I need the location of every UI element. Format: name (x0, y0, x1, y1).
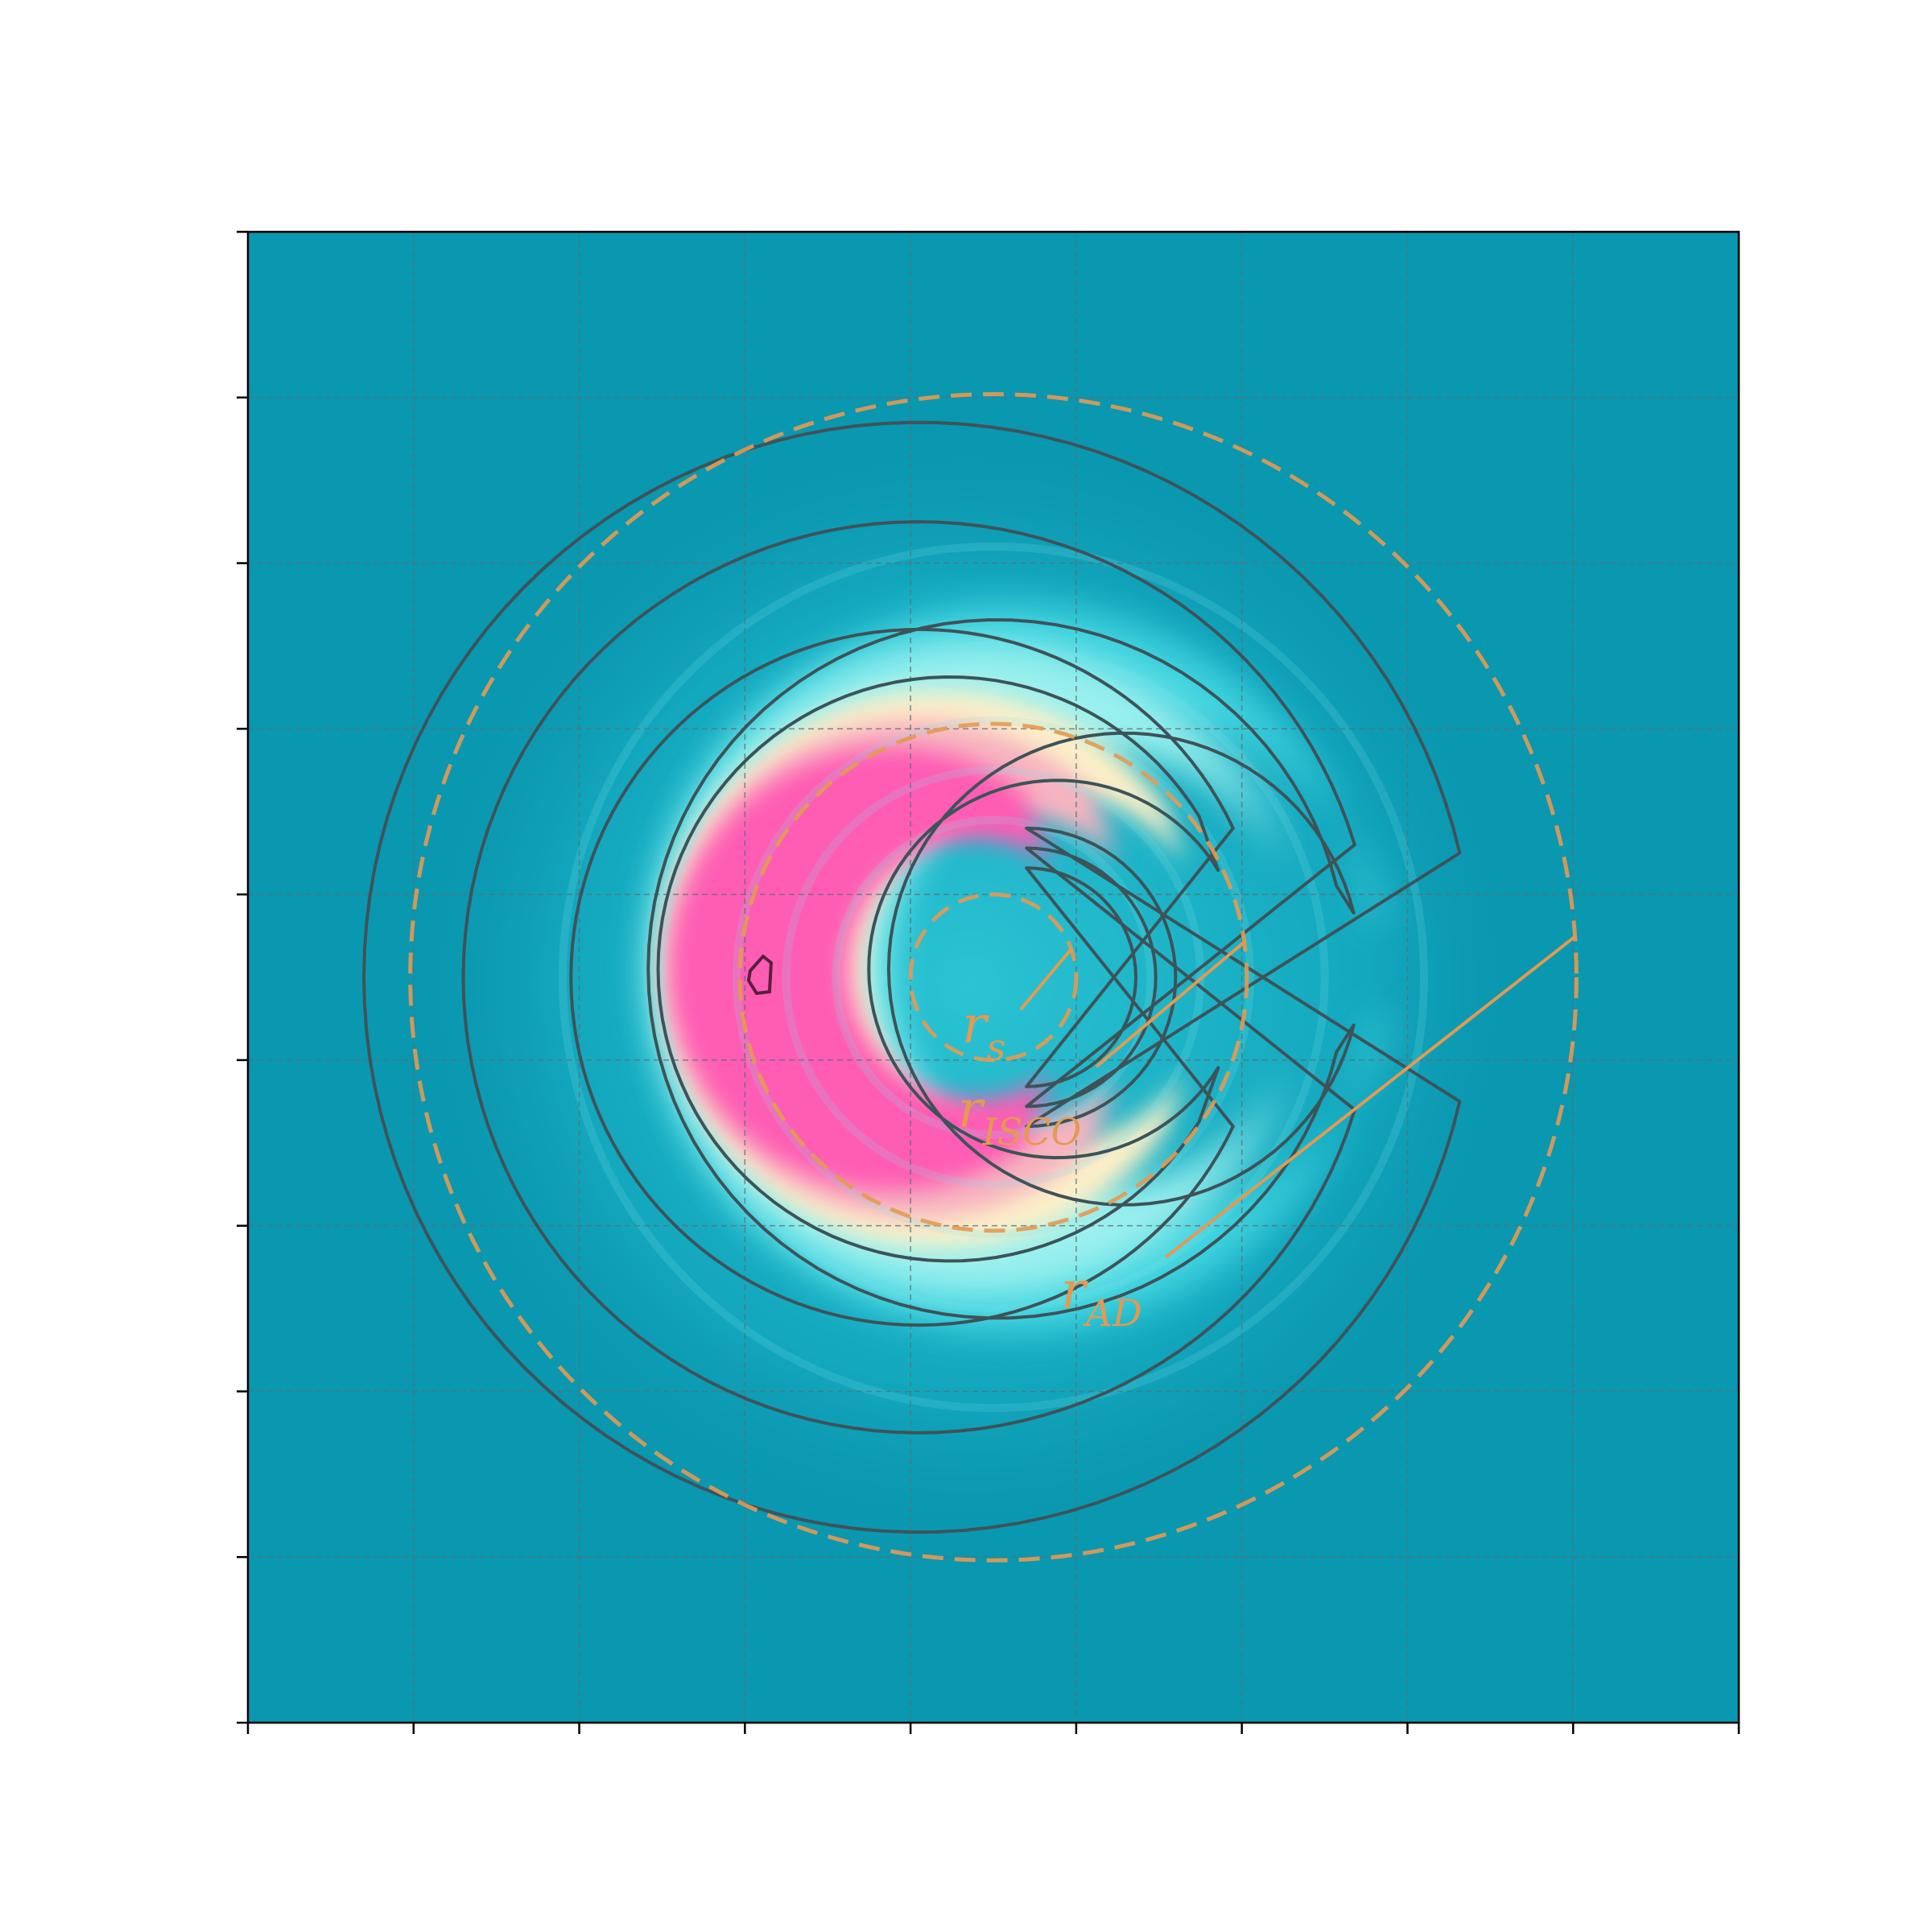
heat-ring-5 (558, 542, 1429, 1413)
axis-ticks (237, 230, 1740, 1734)
label-r-isco: rISCO (958, 1080, 1081, 1154)
heat-ring-1 (832, 815, 1155, 1139)
heat-halo (397, 414, 1541, 1558)
heat-ring-4 (658, 642, 1329, 1313)
circle-r-ad (408, 392, 1579, 1563)
intensity-map (397, 414, 1541, 1558)
leader-r-isco (1095, 940, 1246, 1068)
circle-r-isco (737, 721, 1249, 1233)
leader-r-ad (1164, 935, 1576, 1259)
label-r-s: rs (962, 996, 1005, 1069)
radius-circles (408, 392, 1579, 1563)
contour-lines (362, 420, 1462, 1534)
contour-outer-2 (461, 520, 1356, 1435)
radius-annotations: rs rISCO rAD (958, 935, 1576, 1335)
heat-ring-3 (733, 716, 1254, 1238)
contour-crescent-2 (656, 675, 1220, 1263)
circle-r-s (908, 892, 1079, 1063)
label-r-ad: rAD (1061, 1261, 1142, 1335)
contour-peak (746, 954, 773, 996)
contour-crescent-1 (646, 618, 1356, 1320)
grid (248, 232, 1739, 1723)
contour-outer-1 (362, 420, 1462, 1534)
leader-r-s (1019, 947, 1073, 1011)
heat-band-5 (670, 747, 1053, 1191)
contour-outer-3 (569, 627, 1235, 1327)
plot-frame (246, 230, 1740, 1724)
